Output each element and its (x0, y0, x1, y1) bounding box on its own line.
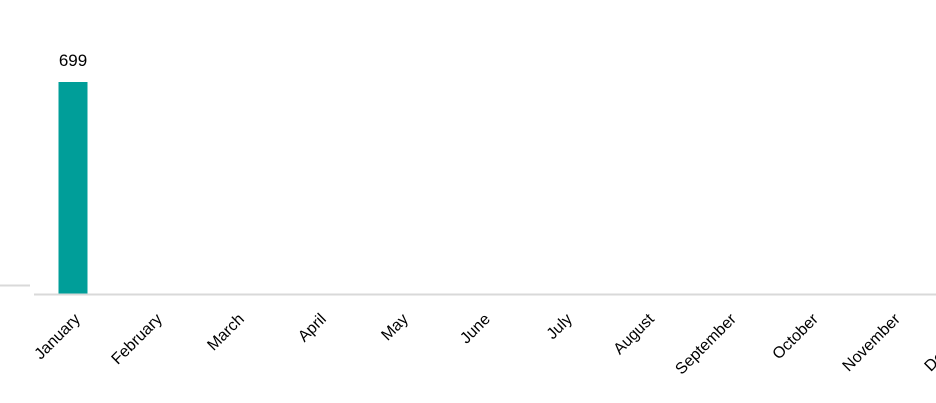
bars-group (58, 82, 88, 294)
x-tick-label-may: May (378, 311, 411, 344)
x-tick-label-august: August (611, 310, 659, 358)
x-tick-label-june: June (457, 311, 494, 348)
x-tick-label-november: November (840, 310, 905, 375)
x-tick-label-july: July (544, 311, 576, 343)
data-labels-group: 699 (59, 51, 87, 70)
x-tick-labels-group: January February March April May June July Augu… (32, 310, 936, 378)
x-tick-label-september: September (672, 310, 740, 378)
x-tick-label-october: October (770, 310, 823, 363)
x-tick-label-december: December (922, 310, 936, 375)
x-tick-label-march: March (204, 311, 247, 354)
x-tick-label-january: January (32, 311, 84, 363)
x-tick-label-february: February (109, 311, 166, 368)
bar-january (58, 82, 88, 294)
x-tick-label-april: April (295, 311, 330, 346)
data-label-january: 699 (59, 51, 87, 70)
